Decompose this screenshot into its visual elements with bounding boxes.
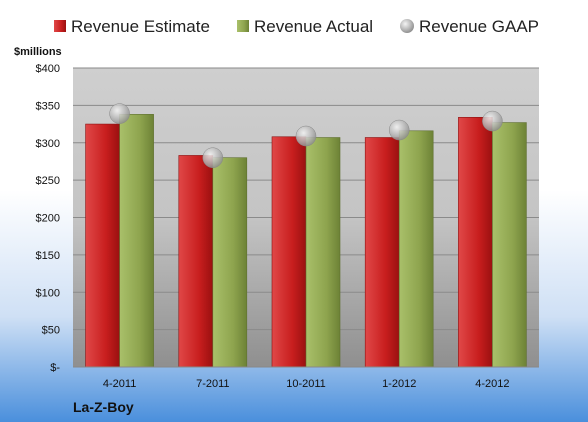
marker-revenue-gaap <box>388 119 410 141</box>
x-tick-label: 7-2011 <box>196 378 229 390</box>
bar-revenue-estimate <box>85 123 120 368</box>
y-tick-labels: $- $50 $100 $150 $200 $250 $300 $350 $400 <box>36 63 61 374</box>
bar-revenue-estimate <box>458 117 493 368</box>
y-tick-label: $250 <box>36 175 60 187</box>
bars <box>85 114 527 368</box>
x-tick-labels: 4-2011 7-2011 10-2011 1-2012 4-2012 <box>103 378 510 390</box>
marker-revenue-gaap <box>295 125 317 147</box>
bar-revenue-actual <box>492 122 527 368</box>
y-tick-label: $- <box>50 362 60 374</box>
legend-swatch-estimate <box>54 20 66 32</box>
legend-swatch-actual <box>237 20 249 32</box>
y-tick-label: $200 <box>36 213 60 225</box>
gaap-markers <box>109 103 503 168</box>
x-tick-label: 4-2011 <box>103 378 136 390</box>
x-tick-label: 1-2012 <box>382 378 416 390</box>
y-tick-label: $400 <box>36 63 60 75</box>
bar-revenue-estimate <box>364 137 400 368</box>
legend: Revenue Estimate Revenue Actual Revenue … <box>54 17 539 36</box>
bar-revenue-actual <box>119 114 154 368</box>
y-tick-label: $150 <box>36 250 60 262</box>
legend-label-actual: Revenue Actual <box>254 17 373 36</box>
y-axis-label: $millions <box>14 46 62 58</box>
x-tick-label: 4-2012 <box>475 378 509 390</box>
legend-label-estimate: Revenue Estimate <box>71 17 210 36</box>
y-tick-label: $100 <box>36 287 60 299</box>
x-tick-label: 10-2011 <box>286 378 326 390</box>
y-tick-label: $50 <box>42 325 60 337</box>
bar-revenue-actual <box>305 137 341 368</box>
marker-revenue-gaap <box>482 110 503 132</box>
bar-revenue-actual <box>212 157 248 368</box>
marker-revenue-gaap <box>109 103 130 124</box>
legend-label-gaap: Revenue GAAP <box>419 17 539 36</box>
marker-revenue-gaap <box>202 147 224 168</box>
company-label: La-Z-Boy <box>73 399 134 415</box>
bar-revenue-estimate <box>271 136 307 368</box>
y-tick-label: $350 <box>36 100 60 112</box>
legend-swatch-gaap <box>400 19 414 33</box>
y-tick-label: $300 <box>36 138 60 150</box>
bar-revenue-estimate <box>178 155 214 368</box>
bar-revenue-actual <box>398 130 434 368</box>
